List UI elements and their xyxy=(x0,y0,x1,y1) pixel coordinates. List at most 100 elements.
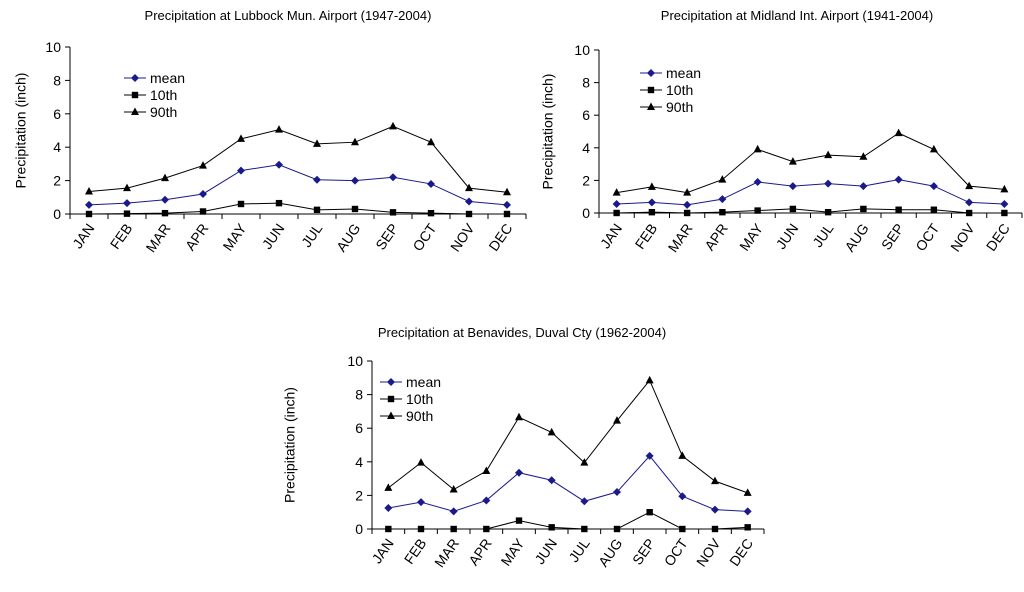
x-tick-label: APR xyxy=(182,221,212,254)
data-point-mean xyxy=(683,200,692,209)
x-tick-label: JAN xyxy=(369,536,397,567)
x-tick-label: AUG xyxy=(841,221,872,255)
y-tick-label: 4 xyxy=(355,454,363,470)
data-point-90th xyxy=(678,451,687,459)
legend-marker-90th xyxy=(647,102,655,110)
data-point-10th xyxy=(613,209,620,217)
data-point-mean xyxy=(1000,200,1009,209)
legend-marker-mean xyxy=(387,378,395,386)
chart-title: Precipitation at Midland Int. Airport (1… xyxy=(661,8,933,23)
data-point-mean xyxy=(965,198,974,207)
legend-marker-mean xyxy=(647,69,655,77)
data-point-mean xyxy=(515,468,523,477)
data-point-90th xyxy=(547,427,556,436)
data-point-90th xyxy=(612,188,621,196)
data-point-90th xyxy=(351,137,359,146)
data-point-90th xyxy=(237,134,245,142)
x-tick-label: FEB xyxy=(632,221,661,252)
data-point-10th xyxy=(581,525,588,533)
data-point-90th xyxy=(859,152,868,160)
data-point-mean xyxy=(824,179,833,188)
data-point-90th xyxy=(275,125,283,133)
y-tick-label: 6 xyxy=(53,106,61,122)
data-point-10th xyxy=(515,517,523,524)
data-point-10th xyxy=(313,206,321,214)
legend-marker-10th xyxy=(387,395,395,403)
legend-label: 90th xyxy=(666,99,693,115)
data-point-90th xyxy=(503,187,511,196)
data-point-90th xyxy=(647,182,656,190)
data-point-90th xyxy=(1000,184,1009,193)
data-point-mean xyxy=(275,160,283,169)
x-tick-label: FEB xyxy=(107,221,136,252)
data-point-10th xyxy=(385,525,392,533)
data-point-mean xyxy=(788,182,797,191)
y-tick-label: 8 xyxy=(53,72,61,88)
data-point-90th xyxy=(465,183,473,192)
data-point-mean xyxy=(743,507,752,516)
series-line-mean xyxy=(616,179,1005,206)
data-point-mean xyxy=(389,173,397,182)
data-point-10th xyxy=(683,209,691,217)
data-point-mean xyxy=(313,175,321,184)
x-tick-label: JUN xyxy=(531,536,560,567)
chart-panel-3: Precipitation at Benavides, Duval Cty (1… xyxy=(282,325,765,570)
series-line-90th xyxy=(616,132,1005,194)
data-point-mean xyxy=(384,504,393,512)
data-point-mean xyxy=(427,179,435,188)
x-tick-label: AUG xyxy=(333,221,364,255)
y-tick-label: 2 xyxy=(582,172,590,188)
x-tick-label: JUL xyxy=(809,220,837,250)
data-point-10th xyxy=(237,200,245,208)
y-tick-label: 2 xyxy=(53,173,61,189)
data-point-10th xyxy=(351,205,359,213)
legend-label: mean xyxy=(150,70,185,86)
data-point-10th xyxy=(648,208,656,216)
data-point-mean xyxy=(753,178,762,187)
data-point-mean xyxy=(351,176,359,185)
data-point-90th xyxy=(417,458,425,466)
data-point-mean xyxy=(894,175,903,184)
x-tick-label: FEB xyxy=(401,536,430,567)
y-tick-label: 10 xyxy=(45,39,61,55)
chart-title: Precipitation at Benavides, Duval Cty (1… xyxy=(378,325,666,340)
x-tick-label: OCT xyxy=(409,220,439,254)
data-point-10th xyxy=(275,199,283,207)
data-point-10th xyxy=(711,525,719,533)
data-point-90th xyxy=(711,476,719,485)
data-point-mean xyxy=(482,496,491,505)
x-tick-label: NOV xyxy=(693,535,724,570)
y-axis-label: Precipitation (inch) xyxy=(13,73,29,189)
legend-marker-10th xyxy=(647,86,655,94)
data-point-mean xyxy=(237,166,245,175)
data-point-10th xyxy=(503,210,511,218)
data-point-mean xyxy=(647,198,656,207)
data-point-90th xyxy=(389,121,397,130)
x-tick-label: NOV xyxy=(447,220,478,255)
x-tick-label: DEC xyxy=(983,221,1013,254)
chart-title: Precipitation at Lubbock Mun. Airport (1… xyxy=(145,8,432,23)
series-line-90th xyxy=(388,379,748,494)
y-axis-label: Precipitation (inch) xyxy=(540,74,556,190)
data-point-10th xyxy=(1001,209,1008,217)
legend-label: 90th xyxy=(406,408,433,424)
series-line-10th xyxy=(616,208,1005,214)
legend-marker-mean xyxy=(131,74,139,82)
y-axis-label: Precipitation (inch) xyxy=(282,387,298,503)
data-point-10th xyxy=(679,525,686,533)
y-tick-label: 0 xyxy=(582,205,590,221)
data-point-mean xyxy=(123,199,131,208)
data-point-90th xyxy=(613,416,621,424)
x-tick-label: DEC xyxy=(485,221,515,254)
data-point-mean xyxy=(613,488,621,497)
data-point-mean xyxy=(85,200,93,209)
data-point-mean xyxy=(199,189,207,198)
data-point-90th xyxy=(515,412,523,421)
chart-panel-1: Precipitation at Lubbock Mun. Airport (1… xyxy=(13,8,527,255)
y-tick-label: 2 xyxy=(355,487,363,503)
data-point-10th xyxy=(161,209,169,217)
x-tick-label: SEP xyxy=(629,536,658,568)
data-point-mean xyxy=(718,195,727,204)
data-point-mean xyxy=(417,498,425,507)
